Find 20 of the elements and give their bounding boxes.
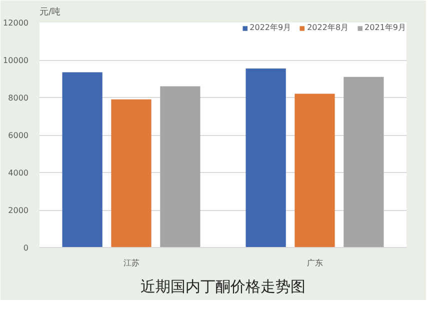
legend-label: 2022年9月 bbox=[250, 22, 292, 33]
bar bbox=[62, 72, 102, 248]
y-tick-label: 8000 bbox=[8, 94, 28, 102]
bar bbox=[111, 99, 152, 248]
y-tick-label: 12000 bbox=[3, 18, 29, 28]
y-tick-label: 10000 bbox=[3, 56, 29, 65]
y-axis-title: 元/吨 bbox=[40, 6, 61, 18]
bar bbox=[246, 68, 286, 248]
x-tick-label: 江苏 bbox=[123, 258, 140, 268]
x-tick-label: 广东 bbox=[306, 258, 323, 268]
y-tick-label: 4000 bbox=[8, 168, 28, 178]
y-tick-label: 0 bbox=[23, 244, 29, 252]
bar bbox=[344, 76, 384, 248]
y-tick-label: 6000 bbox=[8, 131, 28, 140]
bar bbox=[160, 86, 200, 248]
y-tick-label: 2000 bbox=[8, 206, 28, 215]
text: 近期国内丁酮价格走势图 bbox=[140, 278, 306, 296]
bar bbox=[294, 94, 335, 248]
legend-label: 2021年9月 bbox=[364, 22, 406, 33]
legend-label: 2022年8月 bbox=[307, 22, 349, 33]
